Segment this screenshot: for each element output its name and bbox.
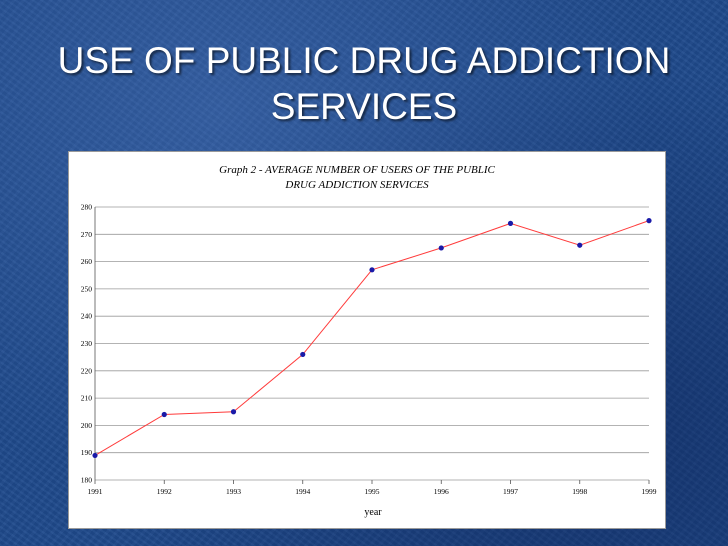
y-tick-label-230: 230 (81, 339, 93, 348)
x-tick-label-1997: 1997 (503, 487, 518, 496)
y-tick-label-270: 270 (81, 230, 93, 239)
y-tick-label-220: 220 (81, 366, 93, 375)
x-axis-label: year (364, 507, 382, 518)
data-point-1997 (507, 220, 514, 226)
slide-title: USE OF PUBLIC DRUG ADDICTION SERVICES (0, 38, 728, 130)
gridlines (94, 206, 649, 481)
slide-title-line-1: USE OF PUBLIC DRUG ADDICTION (57, 40, 671, 81)
x-tick-label-1992: 1992 (157, 487, 172, 496)
chart-title-line-1: Graph 2 - AVERAGE NUMBER OF USERS OF THE… (219, 164, 495, 176)
chart-title: Graph 2 - AVERAGE NUMBER OF USERS OF THE… (219, 164, 495, 191)
x-tick-label-1995: 1995 (365, 487, 380, 496)
y-tick-label-250: 250 (81, 284, 93, 293)
slide-title-line-2: SERVICES (270, 86, 458, 127)
data-point-1998 (577, 242, 583, 248)
data-point-1994 (300, 351, 306, 358)
data-point-1992 (161, 411, 167, 418)
line-chart-panel: Graph 2 - AVERAGE NUMBER OF USERS OF THE… (68, 151, 666, 529)
y-tick-label-240: 240 (81, 312, 93, 321)
x-tick-label-1998: 1998 (572, 487, 587, 496)
y-axis-ticks: 180 190 200 210 220 230 240 250 260 270 280 (81, 203, 93, 485)
series-line (94, 220, 650, 456)
data-points (92, 218, 652, 459)
data-point-1993 (230, 409, 237, 415)
x-tick-label-1991: 1991 (88, 487, 103, 496)
chart-title-line-2: DRUG ADDICTION SERVICES (284, 179, 429, 191)
data-point-1999 (646, 218, 652, 224)
series-line-path (94, 220, 650, 456)
y-tick-label-180: 180 (81, 476, 93, 485)
data-point-1996 (438, 245, 444, 251)
x-tick-label-1994: 1994 (295, 487, 310, 496)
x-axis-ticks: 1991 1992 1993 1994 1995 1996 1997 1998 1999 (88, 480, 657, 496)
x-tick-label-1993: 1993 (226, 487, 241, 496)
x-tick-label-1996: 1996 (434, 487, 449, 496)
y-tick-label-200: 200 (81, 421, 93, 430)
y-tick-label-280: 280 (81, 203, 93, 212)
data-point-1995 (369, 267, 375, 273)
data-point-1991 (92, 452, 98, 459)
x-tick-label-1999: 1999 (642, 487, 657, 496)
y-tick-label-190: 190 (81, 448, 93, 457)
line-chart: Graph 2 - AVERAGE NUMBER OF USERS OF THE… (81, 164, 657, 518)
y-tick-label-260: 260 (81, 257, 93, 266)
y-tick-label-210: 210 (81, 394, 93, 403)
